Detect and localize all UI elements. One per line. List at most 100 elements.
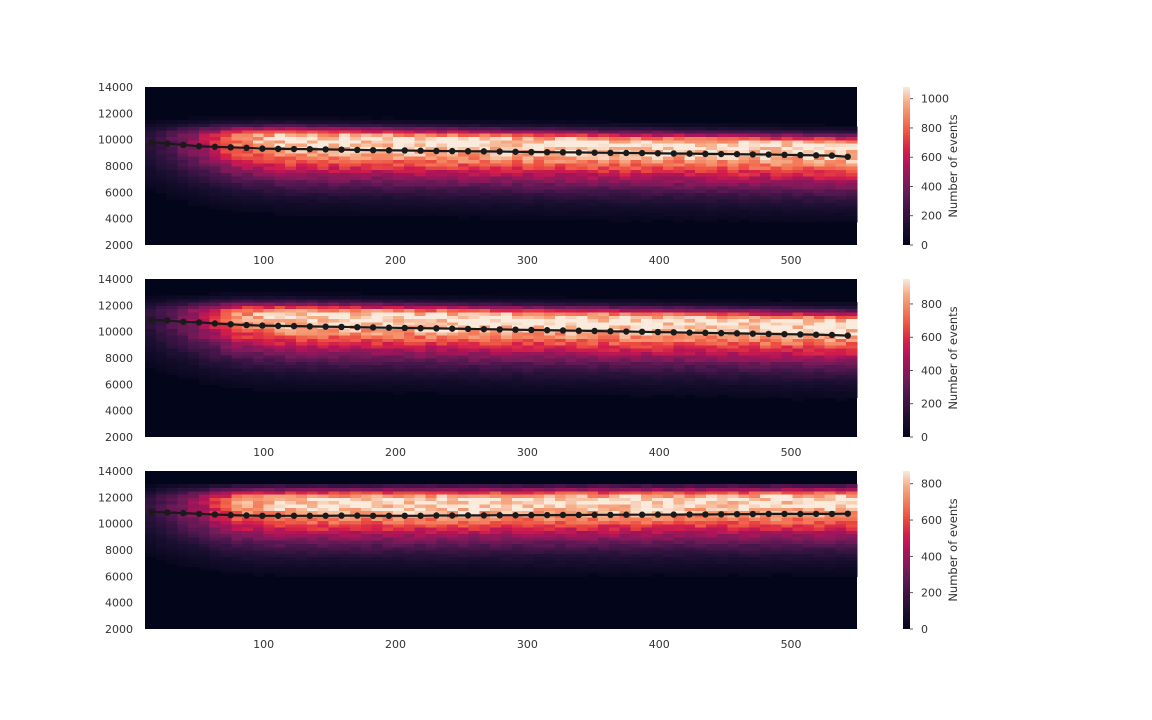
heatmap-cell xyxy=(242,550,254,554)
heatmap-cell xyxy=(220,367,232,372)
heatmap-cell xyxy=(209,189,222,193)
heatmap-cell xyxy=(436,377,448,382)
heatmap-cell xyxy=(662,364,675,369)
heatmap-cell xyxy=(490,543,502,548)
heatmap-cell xyxy=(565,172,578,177)
heatmap-cell xyxy=(792,308,804,313)
heatmap-cell xyxy=(198,139,211,144)
heatmap-cell xyxy=(339,351,351,356)
heatmap-cell xyxy=(533,321,545,326)
heatmap-cell xyxy=(695,348,707,353)
heatmap-cell xyxy=(598,149,610,154)
heatmap-cell xyxy=(781,321,793,326)
heatmap-cell xyxy=(425,126,437,131)
heatmap-cell xyxy=(166,338,178,343)
heatmap-cell xyxy=(188,302,200,306)
heatmap-cell xyxy=(349,119,362,124)
heatmap-cell xyxy=(641,195,653,200)
heatmap-cell xyxy=(652,305,664,310)
heatmap-cell xyxy=(436,497,448,502)
heatmap-cell xyxy=(371,503,383,508)
heatmap-cell xyxy=(835,371,847,376)
heatmap-cell xyxy=(382,556,394,561)
heatmap-cell xyxy=(285,374,297,379)
heatmap-cell xyxy=(263,116,276,121)
heatmap-cell xyxy=(684,318,696,323)
heatmap-cell xyxy=(533,354,545,359)
heatmap-cell xyxy=(436,364,448,369)
heatmap-cell xyxy=(403,507,416,512)
heatmap-cell xyxy=(393,311,405,316)
heatmap-cell xyxy=(533,348,545,353)
heatmap-cell xyxy=(522,179,534,184)
heatmap-cell xyxy=(155,189,168,193)
heatmap-cell xyxy=(457,559,470,564)
heatmap-cell xyxy=(166,156,178,161)
heatmap-cell xyxy=(554,169,567,174)
heatmap-cell xyxy=(425,523,437,528)
heatmap-cell xyxy=(501,530,513,535)
heatmap-cell xyxy=(501,497,513,502)
heatmap-cell xyxy=(727,192,739,197)
heatmap-cell xyxy=(403,172,416,177)
heatmap-cell xyxy=(414,563,427,568)
heatmap-cell xyxy=(781,198,793,203)
heatmap-cell xyxy=(371,550,383,554)
heatmap-cell xyxy=(479,175,491,180)
heatmap-cell xyxy=(436,182,448,187)
heatmap-cell xyxy=(501,563,513,568)
heatmap-cell xyxy=(522,517,534,521)
heatmap-cell xyxy=(511,500,524,505)
heatmap-cell xyxy=(220,377,232,382)
heatmap-cell xyxy=(403,530,416,535)
heatmap-cell xyxy=(479,487,491,492)
heatmap-cell xyxy=(306,361,319,366)
heatmap-cell xyxy=(274,377,286,382)
heatmap-cell xyxy=(598,315,610,320)
y-tick-label: 2000 xyxy=(105,431,133,444)
heatmap-cell xyxy=(479,503,491,508)
heatmap-cell xyxy=(824,218,837,223)
heatmap-cell xyxy=(598,129,610,134)
heatmap-cell xyxy=(705,315,718,320)
heatmap-cell xyxy=(490,321,502,326)
heatmap-cell xyxy=(652,315,664,320)
heatmap-cell xyxy=(317,195,329,200)
heatmap-cell xyxy=(371,146,383,151)
heatmap-cell xyxy=(619,146,632,151)
heatmap-cell xyxy=(587,351,599,356)
heatmap-cell xyxy=(792,179,804,184)
heatmap-cell xyxy=(501,374,513,379)
heatmap-cell xyxy=(285,566,297,571)
heatmap-cell xyxy=(285,195,297,200)
heatmap-cell xyxy=(414,497,427,502)
heatmap-cell xyxy=(145,308,157,313)
heatmap-cell xyxy=(544,387,556,392)
heatmap-cell xyxy=(425,119,437,124)
heatmap-cell xyxy=(393,566,405,571)
heatmap-cell xyxy=(414,142,427,147)
heatmap-cell xyxy=(705,344,718,349)
heatmap-cell xyxy=(457,530,470,535)
heatmap-cell xyxy=(285,536,297,541)
heatmap-cell xyxy=(544,133,556,137)
heatmap-cell xyxy=(835,338,847,343)
heatmap-cell xyxy=(231,540,243,545)
heatmap-cell xyxy=(349,308,362,313)
heatmap-cell xyxy=(177,361,189,366)
heatmap-cell xyxy=(846,198,858,203)
y-tick-label: 2000 xyxy=(105,239,133,252)
heatmap-cell xyxy=(490,354,502,359)
heatmap-cell xyxy=(436,175,448,180)
heatmap-cell xyxy=(328,494,340,498)
heatmap-cell xyxy=(220,569,232,574)
heatmap-cell xyxy=(382,195,394,200)
heatmap-cell xyxy=(522,367,534,372)
heatmap-cell xyxy=(565,119,578,124)
heatmap-cell xyxy=(414,295,427,300)
heatmap-cell xyxy=(846,129,858,134)
heatmap-cell xyxy=(727,338,739,343)
heatmap-cell xyxy=(414,520,427,525)
heatmap-cell xyxy=(155,550,168,554)
heatmap-cell xyxy=(501,490,513,495)
